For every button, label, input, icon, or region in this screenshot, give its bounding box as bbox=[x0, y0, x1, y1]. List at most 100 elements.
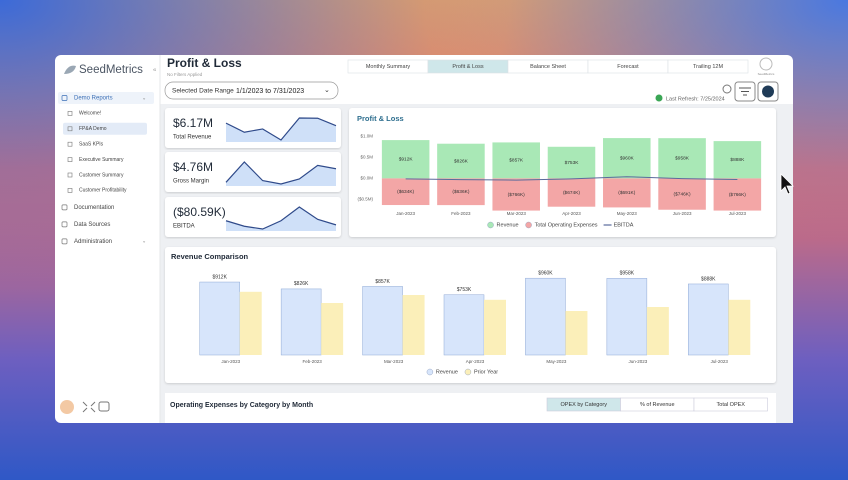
legend-label: Revenue bbox=[436, 369, 458, 375]
menu-item[interactable]: Demo Reports bbox=[74, 96, 113, 102]
kpi-label: EBITDA bbox=[173, 224, 195, 230]
data-label: ($634K) bbox=[397, 189, 414, 195]
bar bbox=[713, 141, 762, 179]
toggle-label[interactable]: % of Revenue bbox=[640, 402, 675, 408]
bar bbox=[484, 299, 506, 355]
data-label: $960K bbox=[620, 156, 635, 162]
bar bbox=[492, 178, 540, 211]
bar bbox=[381, 178, 430, 206]
data-label: $912K bbox=[399, 157, 414, 163]
data-label: ($674K) bbox=[563, 190, 580, 196]
mouse-cursor bbox=[780, 173, 794, 195]
menu-icon bbox=[61, 95, 68, 101]
filter-icon bbox=[739, 87, 751, 96]
sparkline bbox=[225, 206, 337, 230]
bar bbox=[381, 140, 430, 179]
data-label: $753K bbox=[457, 287, 472, 293]
date-range-box[interactable] bbox=[164, 81, 339, 100]
last-refresh: Last Refresh: 7/25/2024 bbox=[666, 96, 725, 102]
x-tick-label: May-2023 bbox=[546, 359, 567, 364]
ebitda-line bbox=[405, 176, 738, 181]
menu-icon bbox=[61, 204, 68, 211]
menu-item[interactable]: Data Sources bbox=[74, 222, 110, 228]
bar bbox=[437, 143, 485, 179]
submenu-highlight bbox=[63, 122, 147, 135]
legend-label: Prior Year bbox=[474, 369, 498, 375]
data-label: $888K bbox=[730, 157, 745, 163]
toggle-label[interactable]: Total OPEX bbox=[717, 402, 746, 408]
data-label: $826K bbox=[454, 158, 469, 164]
bar bbox=[603, 138, 651, 179]
date-chevron: ⌄ bbox=[324, 87, 330, 94]
bar bbox=[280, 288, 322, 356]
data-label: ($766K) bbox=[508, 192, 525, 198]
data-label: $826K bbox=[294, 281, 309, 287]
submenu-item[interactable]: SaaS KPIs bbox=[79, 142, 104, 148]
bar bbox=[492, 142, 540, 179]
legend-label: Revenue bbox=[497, 222, 519, 228]
refresh-check bbox=[655, 94, 663, 102]
legend-swatch bbox=[464, 368, 472, 376]
data-label: $857K bbox=[509, 158, 524, 164]
bar bbox=[437, 178, 485, 206]
sparkline bbox=[225, 117, 337, 141]
avatar[interactable] bbox=[60, 400, 74, 414]
expand-icon[interactable] bbox=[82, 401, 96, 413]
menu-chevron: ⌄ bbox=[142, 95, 146, 101]
toggle-button[interactable] bbox=[693, 397, 768, 412]
submenu-icon bbox=[67, 157, 73, 162]
opex-title: Operating Expenses by Category by Month bbox=[170, 402, 313, 409]
bar bbox=[362, 286, 403, 356]
submenu-item[interactable]: Welcome! bbox=[79, 111, 101, 117]
sparkline-area bbox=[226, 162, 336, 186]
submenu-item[interactable]: FP&A Demo bbox=[79, 126, 107, 132]
menu-icon bbox=[61, 238, 68, 245]
x-tick-label: May-2023 bbox=[617, 211, 638, 216]
tab-label[interactable]: Monthly Summary bbox=[366, 64, 411, 70]
tab[interactable] bbox=[667, 59, 749, 74]
bar bbox=[443, 294, 485, 356]
brand-logo bbox=[64, 65, 76, 74]
print-icon[interactable] bbox=[98, 401, 110, 412]
submenu-icon bbox=[67, 126, 73, 132]
bar bbox=[321, 303, 344, 355]
data-label: $958K bbox=[620, 271, 635, 277]
brand-name: SeedMetrics bbox=[79, 64, 143, 76]
submenu-item[interactable]: Executive Summary bbox=[79, 157, 124, 163]
data-label: $888K bbox=[701, 276, 716, 282]
submenu-item[interactable]: Customer Profitability bbox=[79, 188, 127, 194]
legend-swatch bbox=[426, 368, 434, 376]
collapse-icon[interactable]: « bbox=[153, 68, 157, 74]
page-subtitle: No Filters Applied bbox=[167, 72, 203, 77]
bar bbox=[239, 291, 262, 355]
bar bbox=[658, 178, 706, 210]
bar bbox=[565, 311, 588, 355]
bar bbox=[606, 278, 648, 356]
chart-title: Revenue Comparison bbox=[171, 252, 249, 261]
data-label: ($746K) bbox=[674, 191, 691, 197]
menu-item[interactable]: Documentation bbox=[74, 205, 114, 211]
x-tick-label: Jun-2023 bbox=[673, 211, 692, 216]
bar bbox=[728, 299, 751, 355]
chart-title: Profit & Loss bbox=[357, 114, 404, 123]
x-tick-label: Feb-2023 bbox=[451, 211, 471, 216]
sparkline-area bbox=[226, 207, 336, 231]
bar bbox=[547, 178, 596, 207]
menu-item[interactable]: Administration bbox=[74, 239, 112, 245]
toggle-label[interactable]: OPEX by Category bbox=[561, 402, 608, 408]
x-tick-label: Jan-2023 bbox=[396, 211, 415, 216]
kpi-label: Gross Margin bbox=[173, 179, 209, 185]
history-icon[interactable] bbox=[722, 84, 732, 94]
tab-label[interactable]: Forecast bbox=[617, 64, 639, 70]
submenu-item[interactable]: Customer Summary bbox=[79, 172, 124, 178]
legend-label: Total Operating Expenses bbox=[535, 222, 598, 228]
bar bbox=[525, 277, 566, 356]
bar bbox=[713, 178, 762, 211]
menu-icon bbox=[61, 221, 68, 228]
tab-label[interactable]: Balance Sheet bbox=[530, 64, 566, 70]
tab-label[interactable]: Profit & Loss bbox=[452, 64, 483, 70]
tab-label[interactable]: Trailing 12M bbox=[693, 64, 723, 70]
data-label: ($766K) bbox=[729, 192, 746, 198]
